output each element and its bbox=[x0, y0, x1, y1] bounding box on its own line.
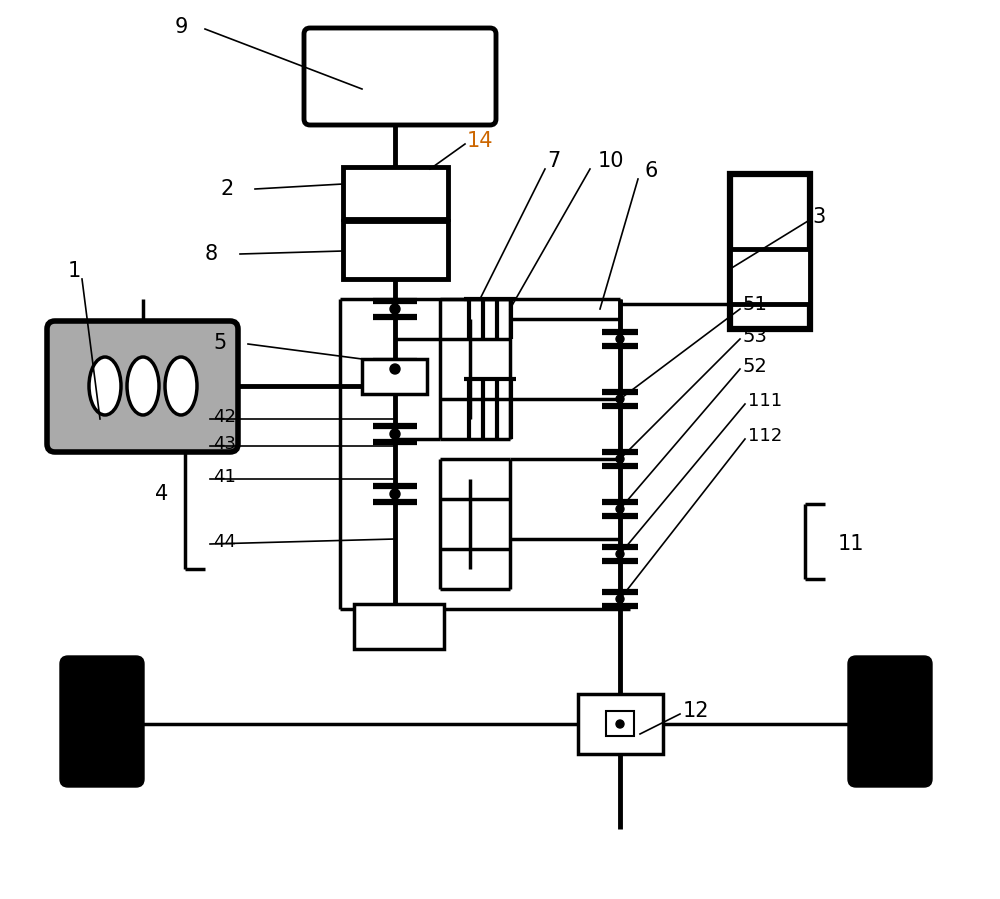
Text: 7: 7 bbox=[547, 151, 560, 171]
Circle shape bbox=[616, 550, 624, 558]
Circle shape bbox=[616, 395, 624, 403]
Text: 14: 14 bbox=[467, 131, 494, 151]
Bar bbox=[343, 221, 448, 279]
Text: 1: 1 bbox=[68, 261, 81, 281]
Circle shape bbox=[616, 505, 624, 513]
FancyBboxPatch shape bbox=[47, 321, 238, 452]
Text: 9: 9 bbox=[175, 17, 188, 37]
Text: 43: 43 bbox=[213, 435, 236, 453]
Circle shape bbox=[390, 429, 400, 439]
Circle shape bbox=[616, 455, 624, 463]
Bar bbox=[730, 174, 810, 329]
Text: 51: 51 bbox=[743, 296, 768, 315]
Bar bbox=[343, 167, 448, 219]
Text: 2: 2 bbox=[220, 179, 233, 199]
Text: 5: 5 bbox=[213, 333, 226, 353]
Text: 44: 44 bbox=[213, 533, 236, 551]
Text: 8: 8 bbox=[205, 244, 218, 264]
Ellipse shape bbox=[165, 357, 197, 415]
Text: 10: 10 bbox=[598, 151, 624, 171]
Ellipse shape bbox=[127, 357, 159, 415]
Text: 11: 11 bbox=[838, 534, 864, 554]
FancyBboxPatch shape bbox=[304, 28, 496, 125]
Text: 4: 4 bbox=[155, 484, 168, 504]
Bar bbox=[578, 694, 663, 754]
Circle shape bbox=[616, 335, 624, 343]
Circle shape bbox=[616, 595, 624, 603]
Circle shape bbox=[390, 304, 400, 314]
FancyBboxPatch shape bbox=[60, 656, 144, 787]
Circle shape bbox=[390, 364, 400, 374]
Bar bbox=[606, 711, 634, 736]
FancyBboxPatch shape bbox=[848, 656, 932, 787]
Text: 52: 52 bbox=[743, 357, 768, 376]
Text: 112: 112 bbox=[748, 427, 782, 445]
Bar bbox=[730, 249, 810, 304]
Text: 3: 3 bbox=[812, 207, 825, 227]
Ellipse shape bbox=[89, 357, 121, 415]
Circle shape bbox=[390, 489, 400, 499]
Text: 53: 53 bbox=[743, 326, 768, 345]
Circle shape bbox=[616, 720, 624, 728]
Bar bbox=[362, 359, 427, 394]
Text: 41: 41 bbox=[213, 468, 236, 486]
Text: 6: 6 bbox=[645, 161, 658, 181]
Text: 111: 111 bbox=[748, 392, 782, 410]
Text: 42: 42 bbox=[213, 408, 236, 426]
Bar bbox=[354, 604, 444, 649]
Text: 12: 12 bbox=[683, 701, 710, 721]
Text: 13: 13 bbox=[900, 701, 926, 721]
